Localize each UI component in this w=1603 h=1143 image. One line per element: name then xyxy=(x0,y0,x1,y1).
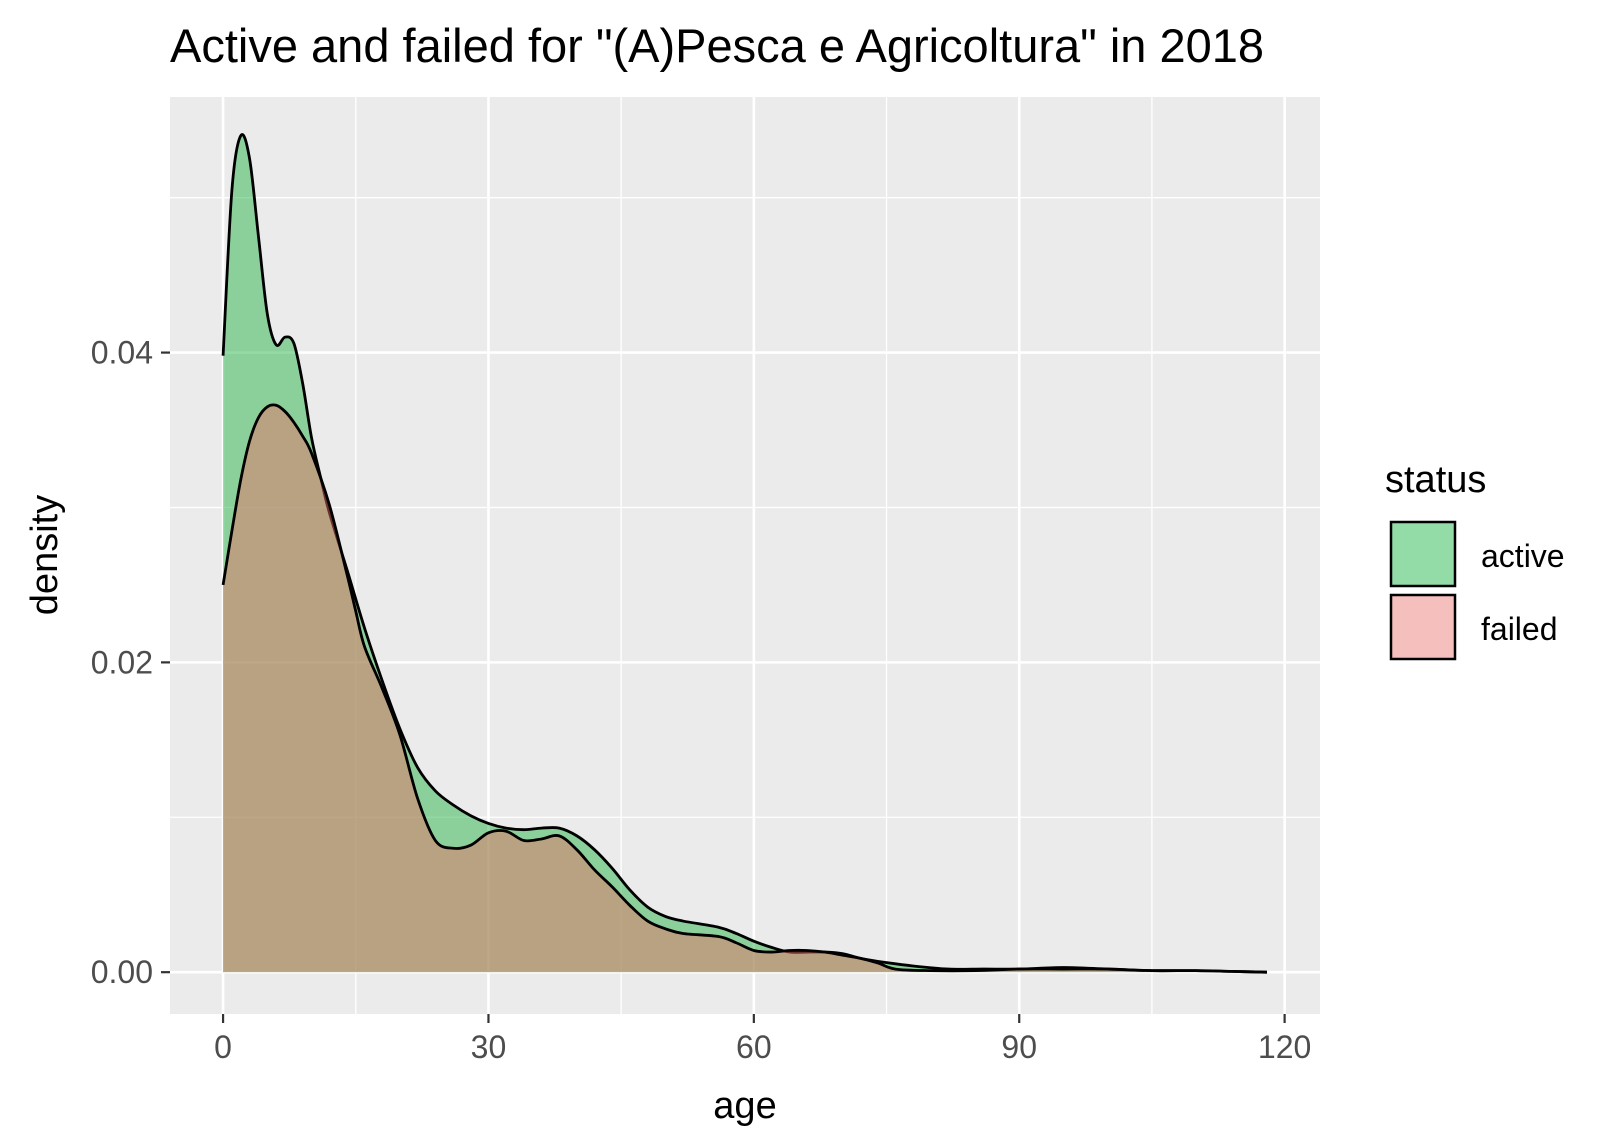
x-tick-label: 0 xyxy=(214,1029,232,1065)
y-tick-label: 0.04 xyxy=(91,335,153,371)
legend-key-failed xyxy=(1389,593,1457,661)
legend-item-active: active xyxy=(1389,520,1565,588)
y-axis: 0.00 0.02 0.04 xyxy=(91,335,170,990)
density-line-active xyxy=(221,133,1267,974)
y-tick-label: 0.00 xyxy=(91,954,153,990)
x-axis: 0 30 60 90 120 xyxy=(214,1014,1311,1065)
grid-minor xyxy=(170,97,1320,1014)
legend: status active failed xyxy=(1385,459,1565,661)
x-tick-label: 90 xyxy=(1001,1029,1037,1065)
grid-major xyxy=(170,97,1320,1014)
legend-label-failed: failed xyxy=(1481,611,1558,647)
legend-key-active xyxy=(1389,520,1457,588)
legend-item-failed: failed xyxy=(1389,593,1558,661)
x-tick-label: 120 xyxy=(1258,1029,1311,1065)
y-axis-label: density xyxy=(24,495,66,615)
density-area-active xyxy=(223,134,1267,973)
x-tick-label: 60 xyxy=(736,1029,772,1065)
chart-title: Active and failed for "(A)Pesca e Agrico… xyxy=(170,19,1264,72)
y-tick-label: 0.02 xyxy=(91,644,153,680)
x-axis-label: age xyxy=(713,1085,776,1127)
density-areas xyxy=(221,133,1267,974)
x-tick-label: 30 xyxy=(471,1029,507,1065)
legend-title: status xyxy=(1385,459,1486,501)
density-line-failed xyxy=(221,403,1267,974)
density-area-failed xyxy=(223,404,1267,973)
legend-label-active: active xyxy=(1481,538,1565,574)
